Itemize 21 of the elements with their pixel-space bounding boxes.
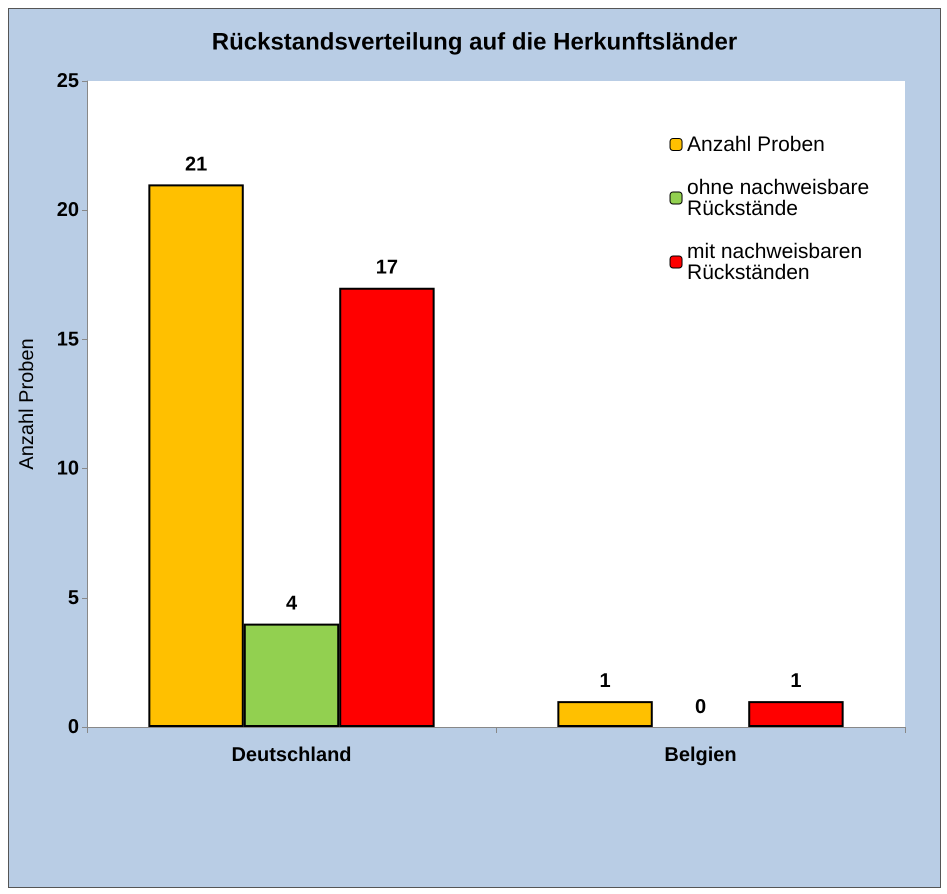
legend-label: mit nachweisbaren Rückständen <box>687 240 868 284</box>
legend-label: Anzahl Proben <box>687 133 825 156</box>
y-tick-label: 0 <box>68 716 79 738</box>
y-tick-label: 20 <box>56 199 79 222</box>
y-axis-title: Anzahl Proben <box>16 338 38 470</box>
bar <box>748 701 844 727</box>
y-tick-label: 15 <box>56 328 79 350</box>
data-label: 17 <box>376 256 398 279</box>
y-tick-label: 25 <box>56 70 79 92</box>
data-label: 1 <box>600 670 611 692</box>
x-tick-label: Deutschland <box>231 744 352 766</box>
chart-title: Rückstandsverteilung auf die Herkunftsländer <box>212 28 738 56</box>
data-label: 0 <box>694 696 706 718</box>
bar <box>557 701 653 727</box>
data-label: 21 <box>184 153 208 176</box>
x-tick-label: Belgien <box>664 744 737 766</box>
data-label: 1 <box>790 670 802 692</box>
data-label: 4 <box>286 592 298 615</box>
legend-label: ohne nachweisbare Rückstände <box>687 176 876 220</box>
y-tick-label: 5 <box>68 586 79 609</box>
y-tick-label: 10 <box>56 458 79 480</box>
